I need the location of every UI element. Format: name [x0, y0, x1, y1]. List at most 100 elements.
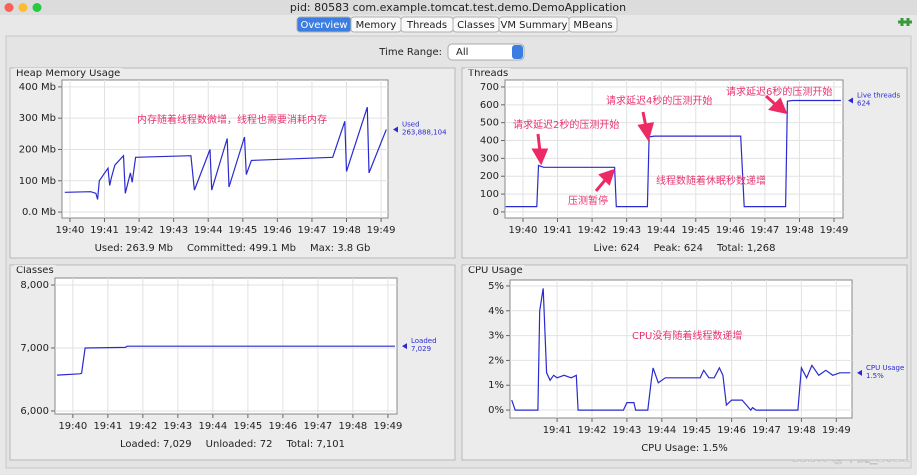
- x-tick-label: 19:49: [373, 421, 402, 432]
- legend-value: 1.5%: [866, 372, 884, 380]
- footer: Loaded: 7,029 Unloaded: 72 Total: 7,101: [120, 439, 345, 450]
- arrow: [594, 178, 608, 192]
- tab-label: VM Summary: [501, 20, 568, 31]
- legend-name: Loaded: [411, 337, 437, 345]
- footer: Live: 624 Peak: 624 Total: 1,268: [594, 243, 776, 254]
- zoom-button[interactable]: [32, 3, 42, 12]
- footer-item: Used: 263.9 Mb: [95, 243, 173, 254]
- y-tick-label: 3%: [488, 331, 504, 342]
- y-tick-label: 700: [480, 82, 499, 93]
- arrow-head: [767, 97, 788, 115]
- legend-arrow: [402, 343, 407, 350]
- time-range-value: All: [456, 47, 468, 58]
- x-tick-label: 19:44: [647, 425, 676, 436]
- legend-value: 7,029: [411, 345, 431, 353]
- connect-icon: [898, 18, 912, 26]
- arrow-head: [637, 122, 655, 142]
- y-tick-label: 1%: [488, 380, 504, 391]
- x-tick-label: 19:47: [752, 425, 781, 436]
- footer-item: Unloaded: 72: [206, 439, 273, 450]
- x-tick-label: 19:48: [787, 425, 816, 436]
- plot-area: [509, 279, 853, 419]
- footer-item: Total: 1,268: [716, 243, 776, 254]
- x-tick-label: 19:45: [228, 225, 257, 236]
- legend-name: CPU Usage: [866, 364, 904, 372]
- annotation: 请求延迟6秒的压测开始: [726, 85, 832, 98]
- footer-item: Peak: 624: [654, 243, 703, 254]
- panel-title: CPU Usage: [468, 265, 523, 276]
- x-tick-label: 19:47: [750, 225, 779, 236]
- x-tick-label: 19:40: [56, 225, 85, 236]
- x-tick-label: 19:42: [578, 225, 607, 236]
- x-tick-label: 19:44: [647, 225, 676, 236]
- annotation-arrows: [531, 94, 788, 192]
- panel-title: Threads: [467, 68, 508, 79]
- x-tick-label: 19:42: [578, 425, 607, 436]
- y-tick-label: 300: [480, 153, 499, 164]
- x-tick-label: 19:47: [303, 421, 332, 432]
- x-tick-label: 19:45: [681, 225, 710, 236]
- window-title: pid: 80583 com.example.tomcat.test.demo.…: [290, 1, 626, 14]
- y-tick-label: 2%: [488, 355, 504, 366]
- x-tick-label: 19:49: [820, 225, 849, 236]
- y-tick-label: 5%: [488, 281, 504, 292]
- x-tick-label: 19:43: [612, 225, 641, 236]
- series-line: [511, 288, 851, 412]
- footer: Used: 263.9 Mb Committed: 499.1 Mb Max: 3.…: [95, 243, 371, 254]
- footer-item: Committed: 499.1 Mb: [187, 243, 296, 254]
- arrow-head: [531, 148, 549, 166]
- x-tick-label: 19:45: [233, 421, 262, 432]
- time-range-label: Time Range:: [378, 47, 442, 58]
- footer-item: Max: 3.8 Gb: [310, 243, 370, 254]
- title-bg: [466, 265, 525, 267]
- x-tick-label: 19:46: [716, 225, 745, 236]
- x-tick-label: 19:48: [785, 225, 814, 236]
- tab[interactable]: [568, 16, 618, 33]
- y-tick-label: 400: [480, 136, 499, 147]
- select-arrow: [512, 45, 523, 59]
- y-tick-label: 6,000: [20, 406, 49, 417]
- x-tick-label: 19:41: [543, 425, 572, 436]
- annotation: CPU没有随着线程数递增: [632, 329, 742, 342]
- close-button[interactable]: [4, 3, 14, 12]
- y-tick-label: 400 Mb: [19, 82, 56, 93]
- series-line: [57, 345, 395, 376]
- x-tick-label: 19:48: [338, 421, 367, 432]
- tab-label: Overview: [300, 20, 347, 31]
- time-range-select[interactable]: [447, 43, 525, 61]
- y-tick-label: 0: [493, 207, 499, 218]
- annotation: 压测暂停: [568, 194, 608, 207]
- y-tick-label: 600: [480, 100, 499, 111]
- x-tick-label: 19:45: [682, 425, 711, 436]
- x-tick-label: 19:42: [125, 225, 154, 236]
- legend-arrow: [393, 126, 398, 133]
- arrow-head: [598, 168, 616, 186]
- y-tick-label: 500: [480, 118, 499, 129]
- footer-item: Total: 7,101: [285, 439, 345, 450]
- footer-item: Loaded: 7,029: [120, 439, 192, 450]
- x-tick-label: 19:43: [163, 421, 192, 432]
- y-tick-label: 0.0 Mb: [22, 207, 56, 218]
- legend-name: Used: [402, 120, 420, 128]
- footer-item: CPU Usage: 1.5%: [641, 443, 728, 454]
- x-tick-label: 19:46: [717, 425, 746, 436]
- legend-value: 263,888,104: [402, 128, 447, 136]
- y-tick-label: 7,000: [20, 343, 49, 354]
- y-tick-label: 200 Mb: [19, 144, 56, 155]
- x-tick-label: 19:46: [268, 421, 297, 432]
- x-tick-label: 19:43: [159, 225, 188, 236]
- x-tick-label: 19:44: [194, 225, 223, 236]
- annotation: 内存随着线程数微增，线程也需要消耗内存: [137, 113, 327, 126]
- panel-title: Classes: [16, 265, 54, 276]
- annotation: 请求延迟4秒的压测开始: [606, 94, 712, 107]
- legend-value: 624: [857, 100, 871, 108]
- annotation: 请求延迟2秒的压测开始: [513, 118, 619, 131]
- x-tick-label: 19:40: [58, 421, 87, 432]
- x-tick-label: 19:41: [543, 225, 572, 236]
- minimize-button[interactable]: [18, 3, 28, 12]
- x-tick-label: 19:48: [332, 225, 361, 236]
- y-tick-label: 100 Mb: [19, 176, 56, 187]
- title-bg: [14, 265, 56, 267]
- tab-label: Threads: [406, 20, 447, 31]
